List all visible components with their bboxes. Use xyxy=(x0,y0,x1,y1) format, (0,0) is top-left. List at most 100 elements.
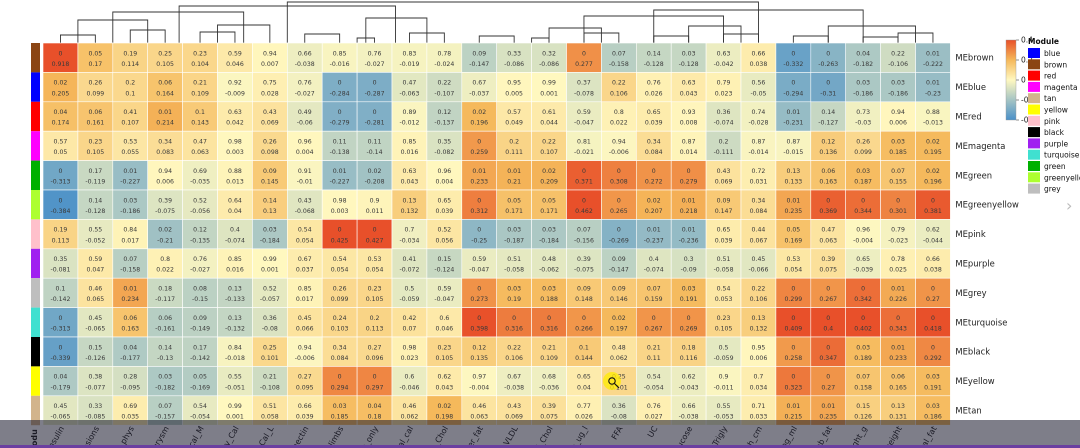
heatmap-cell[interactable] xyxy=(321,248,358,279)
heatmap-cell[interactable] xyxy=(147,42,183,73)
heatmap-cell[interactable] xyxy=(391,42,428,73)
heatmap-cell[interactable] xyxy=(810,248,846,279)
heatmap-cell[interactable] xyxy=(286,248,323,279)
heatmap-cell[interactable] xyxy=(601,130,637,161)
heatmap-cell[interactable] xyxy=(252,277,288,308)
heatmap-cell[interactable] xyxy=(845,366,881,397)
heatmap-cell[interactable] xyxy=(461,336,497,367)
heatmap-cell[interactable] xyxy=(601,248,637,279)
heatmap-cell[interactable] xyxy=(356,130,393,161)
heatmap-cell[interactable] xyxy=(42,130,79,161)
heatmap-cell[interactable] xyxy=(426,277,463,308)
heatmap-cell[interactable] xyxy=(252,307,288,338)
heatmap-cell[interactable] xyxy=(77,42,114,73)
heatmap-cell[interactable] xyxy=(112,130,149,161)
heatmap-cell[interactable] xyxy=(635,160,672,191)
heatmap-cell[interactable] xyxy=(496,160,532,191)
heatmap-cell[interactable] xyxy=(601,307,637,338)
heatmap-cell[interactable] xyxy=(112,336,149,367)
heatmap-cell[interactable] xyxy=(531,307,567,338)
heatmap-cell[interactable] xyxy=(461,248,497,279)
heatmap-cell[interactable] xyxy=(182,189,218,220)
heatmap-cell[interactable] xyxy=(77,366,114,397)
heatmap-cell[interactable] xyxy=(880,336,916,367)
heatmap-cell[interactable] xyxy=(426,189,463,220)
heatmap-cell[interactable] xyxy=(775,160,812,191)
heatmap-cell[interactable] xyxy=(775,366,812,397)
heatmap-cell[interactable] xyxy=(182,277,218,308)
heatmap-cell[interactable] xyxy=(391,307,428,338)
heatmap-cell[interactable] xyxy=(356,307,393,338)
heatmap-cell[interactable] xyxy=(915,130,951,161)
heatmap-cell[interactable] xyxy=(112,101,149,132)
heatmap-cell[interactable] xyxy=(845,42,881,73)
heatmap-cell[interactable] xyxy=(705,366,742,397)
heatmap-cell[interactable] xyxy=(321,336,358,367)
heatmap-cell[interactable] xyxy=(670,277,707,308)
heatmap-cell[interactable] xyxy=(356,277,393,308)
heatmap-cell[interactable] xyxy=(391,130,428,161)
heatmap-cell[interactable] xyxy=(182,160,218,191)
heatmap-cell[interactable] xyxy=(635,72,672,103)
heatmap-cell[interactable] xyxy=(845,130,881,161)
heatmap-cell[interactable] xyxy=(356,72,393,103)
heatmap-cell[interactable] xyxy=(496,72,532,103)
heatmap-cell[interactable] xyxy=(321,72,358,103)
heatmap-cell[interactable] xyxy=(217,336,253,367)
heatmap-cell[interactable] xyxy=(147,307,183,338)
heatmap-cell[interactable] xyxy=(112,307,149,338)
heatmap-cell[interactable] xyxy=(531,101,567,132)
heatmap-cell[interactable] xyxy=(321,277,358,308)
heatmap-cell[interactable] xyxy=(42,277,79,308)
heatmap-cell[interactable] xyxy=(740,160,777,191)
heatmap-cell[interactable] xyxy=(286,130,323,161)
heatmap-cell[interactable] xyxy=(635,130,672,161)
heatmap-cell[interactable] xyxy=(740,42,777,73)
heatmap-cell[interactable] xyxy=(775,307,812,338)
heatmap-cell[interactable] xyxy=(426,72,463,103)
heatmap-cell[interactable] xyxy=(182,336,218,367)
heatmap-cell[interactable] xyxy=(77,307,114,338)
heatmap-cell[interactable] xyxy=(845,219,881,250)
chevron-right-icon[interactable]: › xyxy=(1066,196,1073,215)
heatmap-cell[interactable] xyxy=(496,130,532,161)
heatmap-cell[interactable] xyxy=(845,277,881,308)
heatmap-cell[interactable] xyxy=(391,277,428,308)
heatmap-cell[interactable] xyxy=(635,277,672,308)
heatmap-cell[interactable] xyxy=(531,42,567,73)
heatmap-cell[interactable] xyxy=(670,130,707,161)
heatmap-cell[interactable] xyxy=(635,248,672,279)
heatmap-cell[interactable] xyxy=(42,42,79,73)
heatmap-cell[interactable] xyxy=(286,366,323,397)
heatmap-cell[interactable] xyxy=(496,219,532,250)
heatmap-cell[interactable] xyxy=(915,277,951,308)
heatmap-cell[interactable] xyxy=(461,101,497,132)
heatmap-cell[interactable] xyxy=(112,160,149,191)
heatmap-cell[interactable] xyxy=(496,42,532,73)
heatmap-cell[interactable] xyxy=(915,307,951,338)
heatmap-cell[interactable] xyxy=(42,189,79,220)
heatmap-cell[interactable] xyxy=(775,72,812,103)
heatmap-cell[interactable] xyxy=(880,160,916,191)
heatmap-cell[interactable] xyxy=(217,248,253,279)
heatmap-cell[interactable] xyxy=(880,72,916,103)
heatmap-cell[interactable] xyxy=(252,130,288,161)
heatmap-cell[interactable] xyxy=(182,248,218,279)
heatmap-cell[interactable] xyxy=(880,248,916,279)
heatmap-cell[interactable] xyxy=(77,189,114,220)
heatmap-cell[interactable] xyxy=(601,189,637,220)
heatmap-cell[interactable] xyxy=(286,219,323,250)
heatmap-cell[interactable] xyxy=(740,366,777,397)
heatmap-cell[interactable] xyxy=(461,72,497,103)
heatmap-cell[interactable] xyxy=(496,336,532,367)
heatmap-cell[interactable] xyxy=(566,277,602,308)
heatmap-cell[interactable] xyxy=(635,307,672,338)
heatmap-cell[interactable] xyxy=(601,336,637,367)
heatmap-cell[interactable] xyxy=(112,189,149,220)
heatmap-cell[interactable] xyxy=(147,189,183,220)
heatmap-cell[interactable] xyxy=(42,336,79,367)
heatmap-cell[interactable] xyxy=(566,248,602,279)
heatmap-cell[interactable] xyxy=(182,101,218,132)
heatmap-cell[interactable] xyxy=(356,42,393,73)
heatmap-cell[interactable] xyxy=(426,130,463,161)
